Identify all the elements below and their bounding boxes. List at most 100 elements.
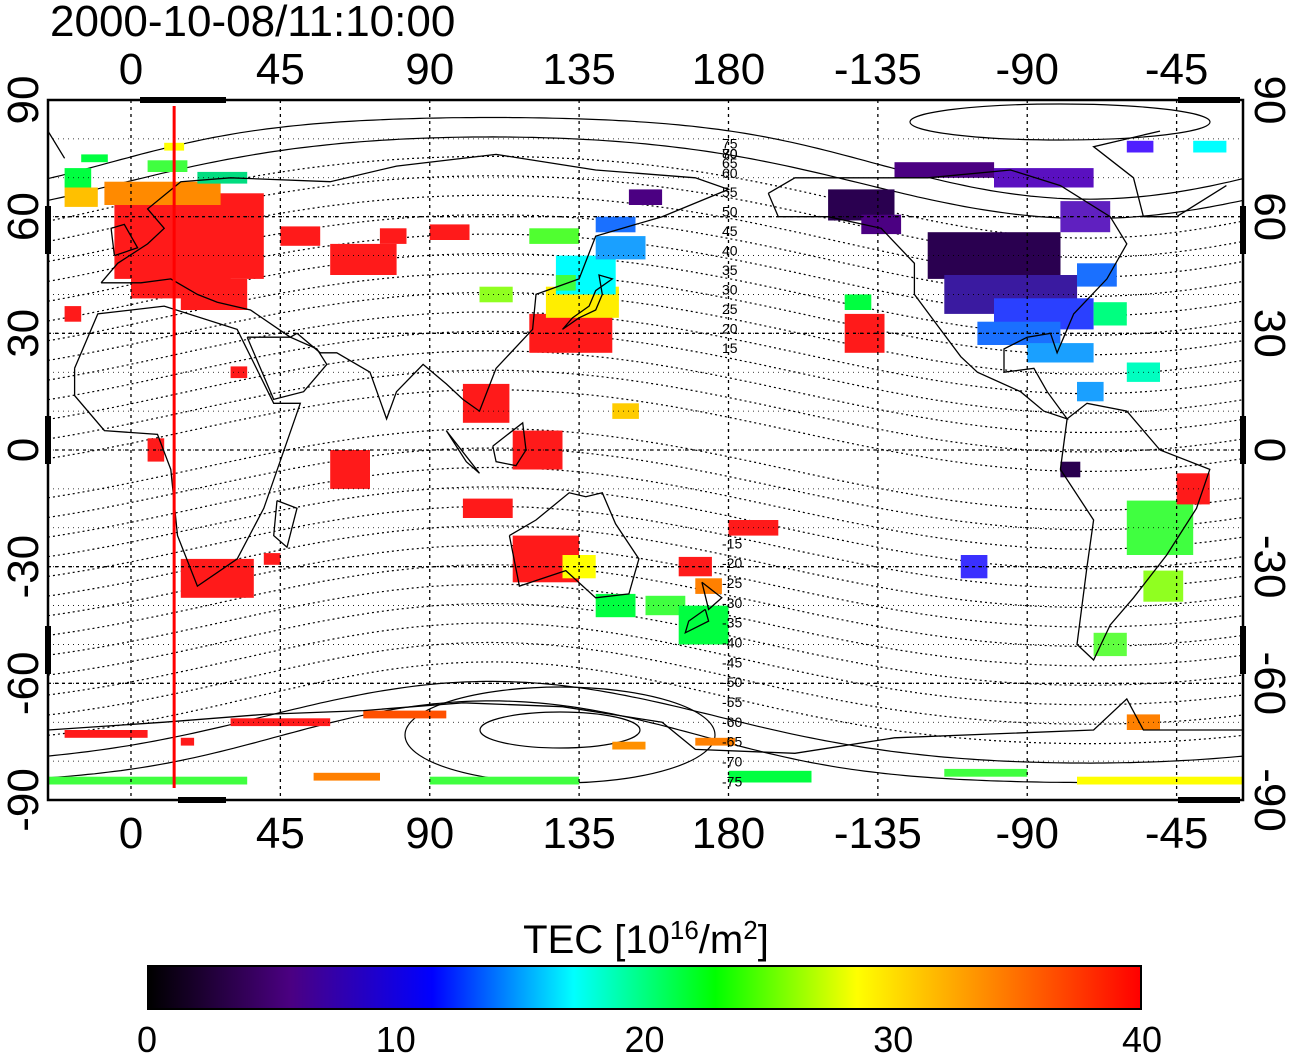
contour-label: -25 — [722, 575, 742, 591]
tec-observation-patch — [81, 154, 108, 163]
colorbar-tick-label: 0 — [136, 1019, 158, 1060]
right-axis-tick-label: -60 — [1245, 652, 1292, 716]
coastline — [492, 421, 527, 467]
right-axis-tick-label: -30 — [1245, 535, 1292, 599]
contour-label: 15 — [722, 340, 738, 356]
tec-observation-patch — [1077, 381, 1104, 402]
top-axis-tick-label: 0 — [119, 45, 143, 94]
contour-label: -45 — [722, 654, 742, 670]
colorbar-tick-label: 10 — [375, 1019, 416, 1060]
colorbar-tick-label: 20 — [624, 1019, 665, 1060]
tec-observation-patch — [1077, 776, 1243, 785]
tec-observation-patch — [529, 228, 580, 244]
tec-observation-patch — [48, 776, 248, 785]
bottom-axis-tick-label: 180 — [692, 809, 765, 858]
tec-observation-patch — [595, 216, 636, 233]
left-axis-tick-label: -90 — [0, 768, 48, 832]
south-pole-oval — [479, 711, 641, 749]
contour-label: 50 — [722, 204, 738, 220]
contour-label: -65 — [722, 734, 742, 750]
colorbar-title-suffix: ] — [757, 918, 769, 962]
tec-observation-patch — [104, 181, 221, 205]
contour-label: -15 — [722, 535, 742, 551]
contour-label: -50 — [722, 674, 742, 690]
magnetic-latitude-contour — [48, 661, 1243, 745]
top-axis-tick-label: -90 — [995, 45, 1059, 94]
tec-observation-patch — [479, 286, 513, 303]
tec-observation-patch — [330, 450, 370, 489]
right-axis-tick-label: 0 — [1245, 438, 1292, 462]
top-axis-tick-label: -135 — [834, 45, 922, 94]
tec-observation-patch — [429, 776, 580, 785]
tec-observation-patch — [147, 160, 188, 172]
contour-label: -20 — [722, 555, 742, 571]
bottom-axis-tick-label: -45 — [1145, 809, 1209, 858]
tec-observations — [48, 140, 1243, 785]
tec-observation-patch — [64, 168, 92, 188]
colorbar-title-unit-exponent: 2 — [743, 915, 758, 945]
tec-observation-patch — [330, 243, 397, 275]
left-axis-tick-label: 90 — [0, 76, 48, 125]
right-axis-tick-label: 30 — [1245, 309, 1292, 358]
contour-label: -75 — [722, 773, 742, 789]
tec-observation-patch — [1077, 263, 1117, 287]
contour-label: -70 — [722, 754, 742, 770]
tec-observation-patch — [595, 593, 636, 618]
tec-observation-patch — [313, 772, 380, 781]
tec-observation-patch — [695, 578, 722, 594]
colorbar-title-prefix: TEC [10 — [523, 918, 670, 962]
contour-label: 80 — [722, 145, 738, 161]
top-axis-tick-label: 45 — [256, 45, 305, 94]
right-axis-tick-label: 60 — [1245, 192, 1292, 241]
coastline — [508, 492, 640, 599]
tec-observation-patch — [1126, 500, 1194, 555]
contour-label: -35 — [722, 615, 742, 631]
contour-label: 65 — [722, 155, 738, 171]
tec-observation-patch — [944, 768, 1028, 777]
bottom-axis-tick-label: 45 — [256, 809, 305, 858]
tec-observation-patch — [180, 558, 254, 598]
bottom-axis-tick-label: 90 — [405, 809, 454, 858]
colorbar-tick-label: 30 — [873, 1019, 914, 1060]
contour-label: -40 — [722, 635, 742, 651]
magnetic-latitude-contour — [48, 116, 1243, 200]
top-axis-tick-label: 180 — [692, 45, 765, 94]
coastline — [73, 305, 302, 588]
tec-observation-patch — [180, 737, 195, 746]
tec-observation-patch — [595, 236, 646, 260]
tec-observation-patch — [230, 718, 331, 727]
coastline — [273, 499, 298, 549]
right-axis-tick-label: -90 — [1245, 768, 1292, 832]
bottom-axis-tick-label: 135 — [542, 809, 615, 858]
bottom-axis-labels: 0 45 90 135 180 -135 -90 -45 — [119, 809, 1209, 858]
coastline — [246, 336, 328, 401]
tec-observation-patch — [612, 741, 646, 750]
tec-observation-patch — [861, 214, 902, 235]
tec-observation-patch — [1093, 302, 1127, 326]
coastline — [100, 153, 731, 421]
contour-label: 45 — [722, 223, 738, 239]
tec-observation-patch — [1093, 632, 1127, 657]
tec-observation-patch — [462, 383, 510, 423]
tec-observation-patch — [512, 430, 563, 470]
tec-observation-patch — [678, 556, 712, 577]
tec-observation-patch — [555, 275, 576, 291]
north-pole-oval — [909, 103, 1211, 141]
left-axis-tick-label: 60 — [0, 192, 48, 241]
contour-label: -55 — [722, 694, 742, 710]
contour-label: 55 — [722, 184, 738, 200]
tec-world-map: 8075706560555045403530252015-15-20-25-30… — [0, 45, 1292, 858]
lat-lon-grid — [48, 100, 1243, 800]
tec-observation-patch — [695, 737, 736, 746]
contour-label: 35 — [722, 262, 738, 278]
colorbar-tick-label: 40 — [1121, 1019, 1163, 1060]
right-axis-tick-label: 90 — [1245, 76, 1292, 125]
tec-observation-patch — [844, 294, 872, 310]
tec-observation-patch — [1060, 461, 1081, 478]
contour-label: 60 — [722, 165, 738, 181]
contour-label: 30 — [722, 281, 738, 297]
colorbar-title-unit: /m — [698, 918, 744, 962]
coastline — [562, 274, 614, 330]
tec-observation-patch — [894, 162, 995, 178]
coastline — [48, 697, 1243, 754]
